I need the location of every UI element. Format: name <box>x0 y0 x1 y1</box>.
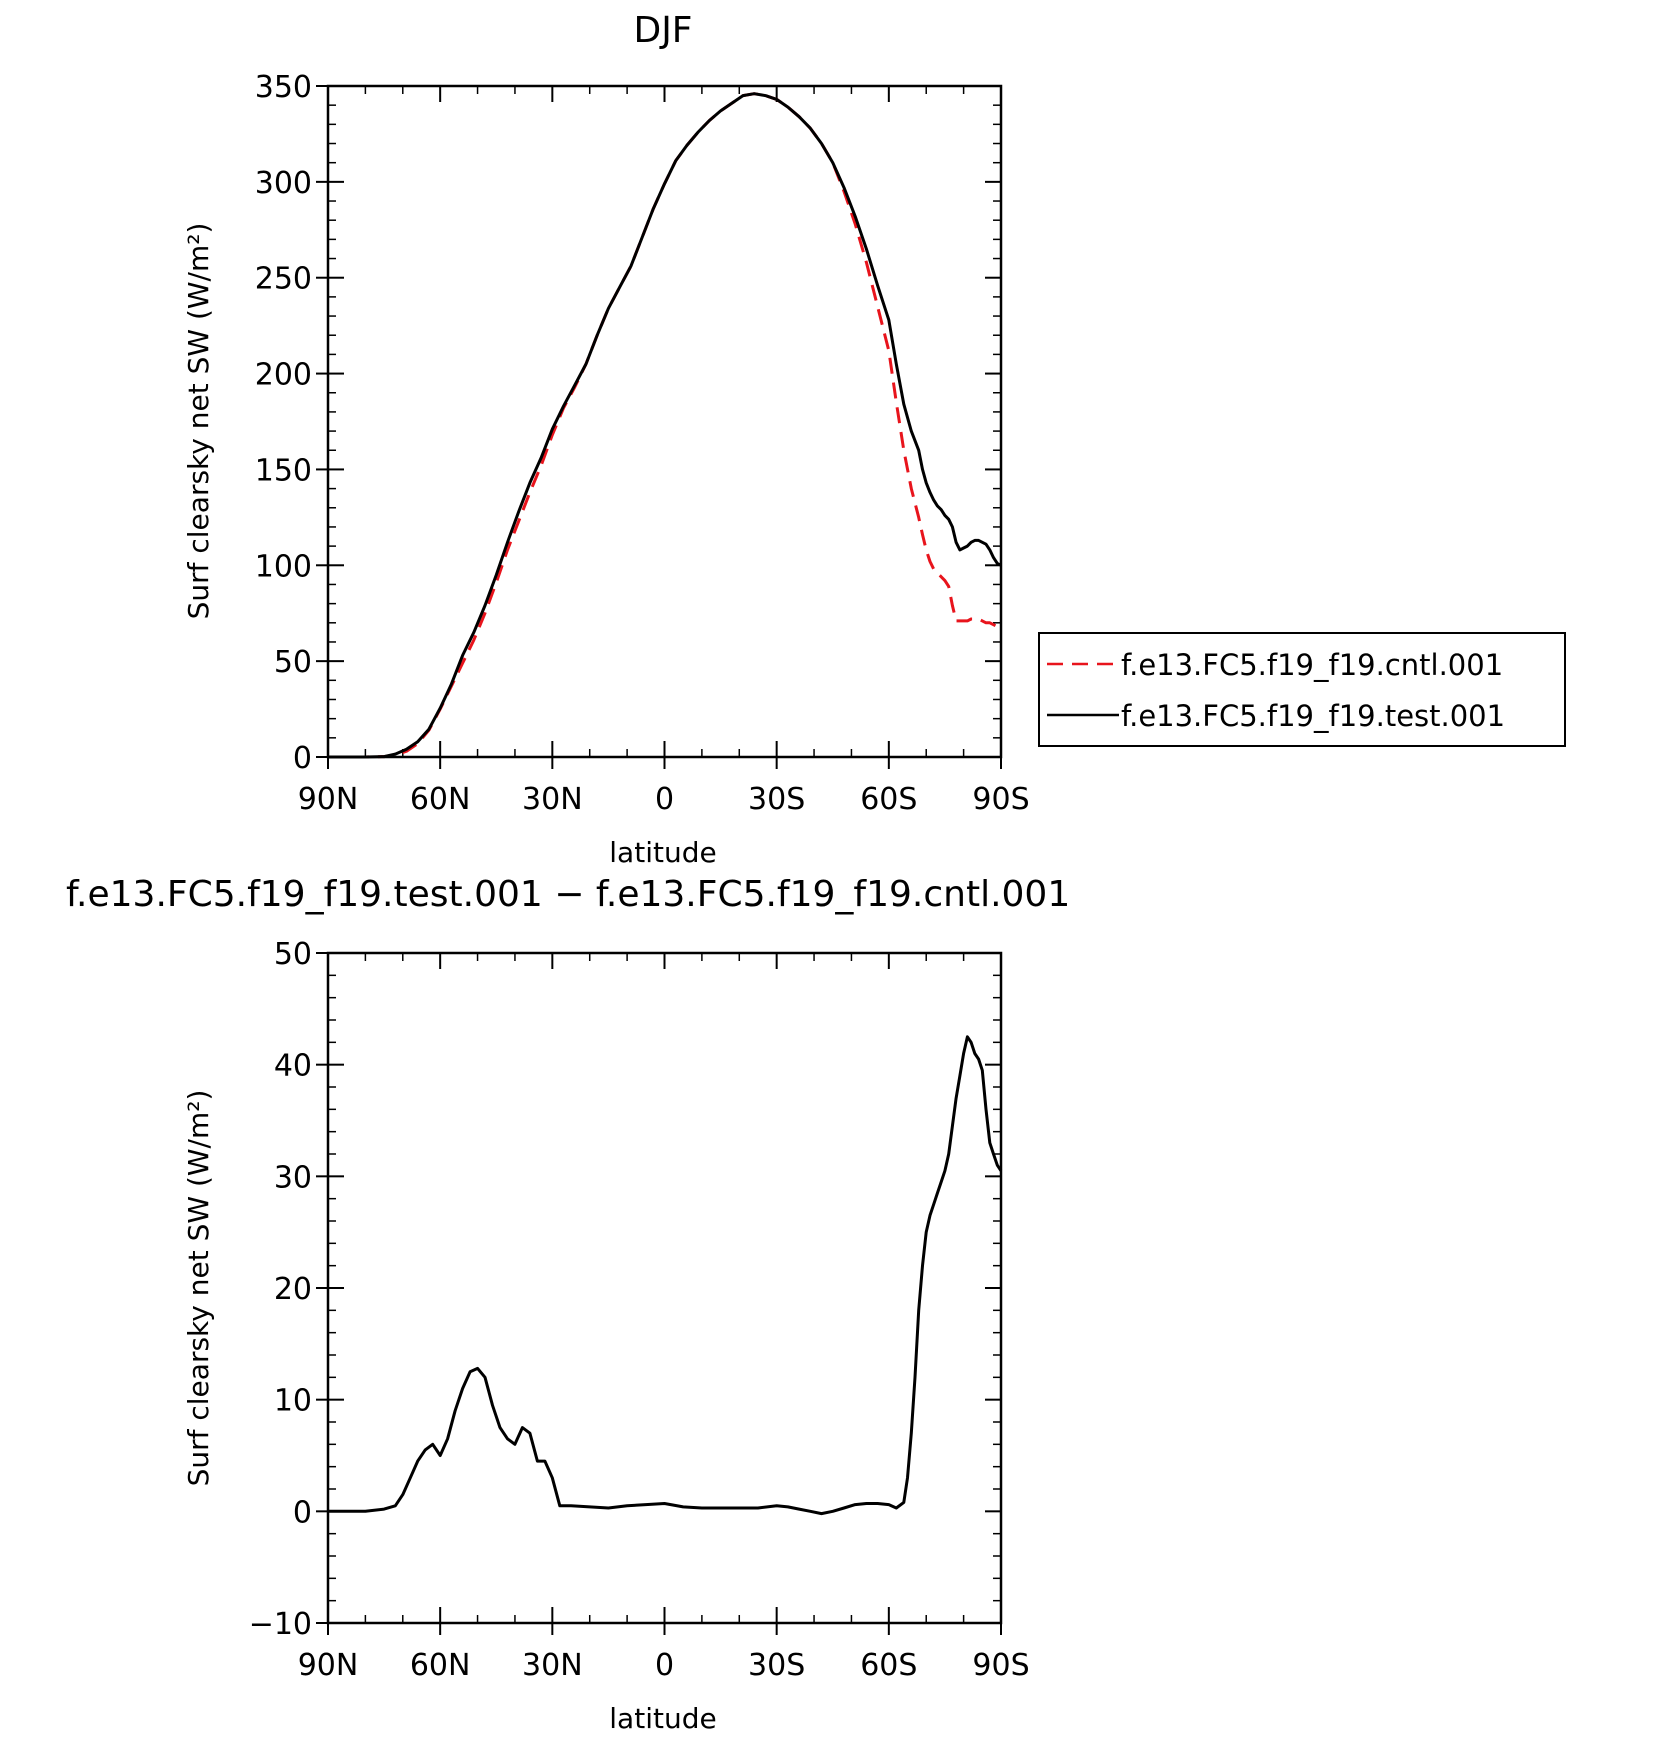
y-tick-label: 350 <box>255 70 312 105</box>
x-tick-label: 60N <box>410 782 471 817</box>
top-y-tick-labels: 0 50 100 150 200 250 300 350 <box>255 70 312 776</box>
bottom-y-tick-labels: −10 0 10 20 30 40 50 <box>249 937 312 1642</box>
top-x-axis-label: latitude <box>609 836 716 869</box>
x-tick-label: 60N <box>410 1648 471 1683</box>
y-tick-label: 50 <box>274 645 312 680</box>
x-tick-label: 60S <box>860 782 917 817</box>
legend: f.e13.FC5.f19_f19.cntl.001 f.e13.FC5.f19… <box>1038 632 1566 747</box>
bottom-x-tick-labels: 90N 60N 30N 0 30S 60S 90S <box>298 1648 1030 1683</box>
x-tick-label: 0 <box>655 1648 674 1683</box>
y-tick-label: 100 <box>255 549 312 584</box>
bottom-title: f.e13.FC5.f19_f19.test.001 − f.e13.FC5.f… <box>66 874 1070 915</box>
x-tick-label: 30N <box>522 782 583 817</box>
y-tick-label: 250 <box>255 262 312 297</box>
x-tick-label: 90N <box>298 1648 359 1683</box>
x-tick-label: 90S <box>972 1648 1029 1683</box>
top-x-tick-labels: 90N 60N 30N 0 30S 60S 90S <box>298 782 1030 817</box>
x-tick-label: 90S <box>972 782 1029 817</box>
legend-label-cntl: f.e13.FC5.f19_f19.cntl.001 <box>1121 648 1503 682</box>
y-tick-label: 150 <box>255 453 312 488</box>
x-tick-label: 30S <box>748 782 805 817</box>
y-tick-label: 0 <box>293 1495 312 1530</box>
x-tick-label: 30S <box>748 1648 805 1683</box>
legend-label-test: f.e13.FC5.f19_f19.test.001 <box>1121 699 1505 733</box>
top-y-axis-label: Surf clearsky net SW (W/m²) <box>182 223 215 620</box>
y-tick-label: 200 <box>255 358 312 393</box>
y-tick-label: 50 <box>274 937 312 972</box>
top-title: DJF <box>633 10 692 51</box>
y-tick-label: 40 <box>274 1049 312 1084</box>
y-tick-label: 0 <box>293 741 312 776</box>
series-line-difference <box>328 1035 1003 1516</box>
y-tick-label: 20 <box>274 1272 312 1307</box>
x-tick-label: 0 <box>655 782 674 817</box>
legend-box <box>1038 632 1566 747</box>
bottom-x-axis-label: latitude <box>609 1702 716 1735</box>
y-tick-label: −10 <box>249 1607 312 1642</box>
bottom-panel: f.e13.FC5.f19_f19.test.001 − f.e13.FC5.f… <box>66 874 1070 1735</box>
bottom-plot-frame <box>326 951 1003 1625</box>
x-tick-label: 30N <box>522 1648 583 1683</box>
top-series-lines <box>328 92 1002 759</box>
bottom-series-lines <box>328 1035 1003 1516</box>
top-plot-frame <box>326 84 1003 759</box>
y-tick-label: 30 <box>274 1160 312 1195</box>
y-tick-label: 300 <box>255 166 312 201</box>
bottom-y-axis-label: Surf clearsky net SW (W/m²) <box>182 1090 215 1487</box>
x-tick-label: 60S <box>860 1648 917 1683</box>
y-tick-label: 10 <box>274 1384 312 1419</box>
series-line-test <box>328 92 1002 759</box>
top-panel: DJF 0 50 100 150 200 250 300 350 90N 60N 30N 0 30S 6… <box>182 10 1566 869</box>
x-tick-label: 90N <box>298 782 359 817</box>
